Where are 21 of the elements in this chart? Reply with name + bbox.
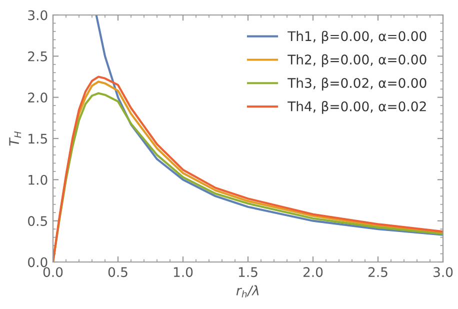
y-tick-label: 0.0 <box>28 257 48 268</box>
y-tick-label: 1.5 <box>28 134 47 144</box>
legend-label: Th3, β=0.02, α=0.00 <box>288 78 426 90</box>
y-tick-label: 2.0 <box>28 92 48 103</box>
x-tick-label: 0.5 <box>108 267 128 278</box>
x-tick-label: 0.0 <box>43 267 63 278</box>
y-tick-label: 2.5 <box>28 51 47 62</box>
x-tick-label: 2.5 <box>368 267 388 278</box>
x-tick-label: 1.5 <box>238 267 258 278</box>
y-tick-label: 1.0 <box>28 174 48 185</box>
x-tick-label: 3.0 <box>434 267 453 278</box>
y-tick-label: 0.5 <box>28 216 47 226</box>
legend-label: Th4, β=0.00, α=0.02 <box>288 101 426 114</box>
y-tick-label: 3.0 <box>28 10 48 20</box>
x-tick-label: 2.0 <box>303 267 323 278</box>
legend-label: Th2, β=0.00, α=0.00 <box>288 54 426 68</box>
line-series <box>95 15 443 236</box>
x-axis-title: r$_{h}$/λ <box>236 285 259 298</box>
y-axis-title: T$_{H}$ <box>9 131 22 146</box>
x-tick-label: 1.0 <box>174 267 193 278</box>
legend-label: Th1, β=0.00, α=0.00 <box>288 30 426 44</box>
